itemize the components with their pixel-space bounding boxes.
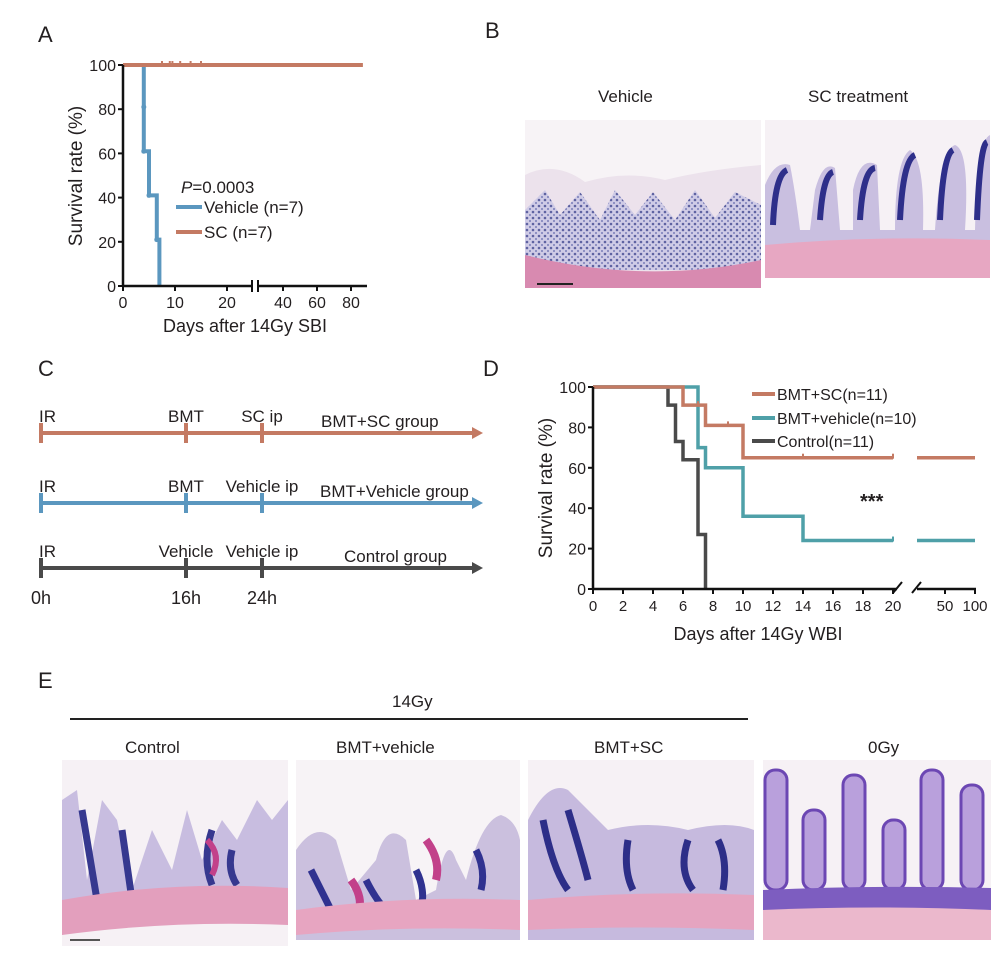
timeline-label-mid: Vehicle bbox=[159, 542, 214, 561]
bracket-label-14gy: 14Gy bbox=[392, 692, 433, 711]
timeline-label-third: SC ip bbox=[241, 407, 283, 426]
timeline-label-start: IR bbox=[39, 477, 56, 496]
arrow-head-icon bbox=[472, 427, 483, 439]
caption-e-bmt-vehicle: BMT+vehicle bbox=[336, 738, 435, 757]
chart-a-plot: 0 20 40 60 80 100 0 10 20 40 60 80 Days after 14Gy S… bbox=[66, 58, 367, 336]
x-tick-label: 14 bbox=[795, 598, 812, 615]
timeline-group-label: BMT+Vehicle group bbox=[320, 482, 469, 501]
arrow-head-icon bbox=[472, 562, 483, 574]
survival-curve-bmt-sc bbox=[593, 385, 893, 460]
significance-annotation: *** bbox=[860, 491, 884, 513]
timeline-c: IR BMT SC ip BMT+SC group IR BMT Vehicle ip BMT… bbox=[31, 407, 483, 608]
y-tick-label: 60 bbox=[568, 461, 586, 478]
panel-label-b: B bbox=[485, 18, 500, 43]
y-tick-label: 20 bbox=[568, 542, 586, 559]
timeline-time-label: 24h bbox=[247, 588, 277, 608]
caption-e-bmt-sc: BMT+SC bbox=[594, 738, 664, 757]
event-mark bbox=[146, 192, 152, 198]
micrograph-b-vehicle bbox=[525, 120, 761, 288]
x-tick-label: 8 bbox=[709, 598, 717, 615]
x-tick-label: 12 bbox=[765, 598, 782, 615]
chart-d-plot: 0 20 40 60 80 100 0 2 4 6 8 10 12 14 16 18 20 50 100 Days a… bbox=[536, 380, 988, 644]
y-tick-label: 40 bbox=[568, 501, 586, 518]
axis-break-mark bbox=[911, 581, 922, 594]
timeline-label-third: Vehicle ip bbox=[226, 477, 299, 496]
y-tick-label: 80 bbox=[98, 102, 116, 119]
event-mark bbox=[141, 104, 147, 110]
timeline-label-start: IR bbox=[39, 542, 56, 561]
micrograph-b-sc-treatment bbox=[765, 120, 990, 278]
arrow-head-icon bbox=[472, 497, 483, 509]
y-tick-label: 80 bbox=[568, 420, 586, 437]
event-mark bbox=[154, 237, 160, 243]
timeline-time-label: 16h bbox=[171, 588, 201, 608]
timeline-label-mid: BMT bbox=[168, 407, 204, 426]
y-tick-label: 20 bbox=[98, 235, 116, 252]
caption-e-control: Control bbox=[125, 738, 180, 757]
axis-break-mark bbox=[892, 581, 903, 594]
chart-d: 0 20 40 60 80 100 0 2 4 6 8 10 12 14 16 18 20 50 100 Days a… bbox=[536, 380, 988, 644]
survival-curve-control bbox=[593, 385, 708, 589]
x-tick-label: 20 bbox=[218, 295, 236, 312]
bracket-line-14gy bbox=[70, 718, 748, 720]
x-tick-label: 2 bbox=[619, 598, 627, 615]
y-tick-label: 0 bbox=[577, 582, 586, 599]
x-tick-label: 4 bbox=[649, 598, 657, 615]
event-mark bbox=[141, 148, 147, 154]
timeline-label-mid: BMT bbox=[168, 477, 204, 496]
legend-label: BMT+SC(n=11) bbox=[777, 387, 888, 404]
y-axis-label: Survival rate (%) bbox=[66, 106, 87, 246]
x-tick-label: 20 bbox=[885, 598, 902, 615]
timeline-group-label: Control group bbox=[344, 547, 447, 566]
panel-label-e: E bbox=[38, 668, 53, 693]
caption-b-vehicle: Vehicle bbox=[598, 87, 653, 106]
y-axis-label: Survival rate (%) bbox=[536, 418, 557, 558]
micrograph-e-control bbox=[62, 760, 288, 946]
x-tick-label: 60 bbox=[308, 295, 326, 312]
x-tick-label: 0 bbox=[119, 295, 128, 312]
timeline-label-third: Vehicle ip bbox=[226, 542, 299, 561]
panel-label-d: D bbox=[483, 356, 499, 381]
caption-e-0gy: 0Gy bbox=[868, 738, 900, 757]
x-tick-label: 10 bbox=[166, 295, 184, 312]
legend-label: BMT+vehicle(n=10) bbox=[777, 411, 917, 428]
x-tick-label: 40 bbox=[274, 295, 292, 312]
legend-label: SC (n=7) bbox=[204, 223, 273, 242]
panel-label-c: C bbox=[38, 356, 54, 381]
x-tick-label: 80 bbox=[342, 295, 360, 312]
timeline-time-label: 0h bbox=[31, 588, 51, 608]
panel-label-a: A bbox=[38, 22, 53, 47]
caption-b-sc-treatment: SC treatment bbox=[808, 87, 909, 106]
legend-label: Vehicle (n=7) bbox=[204, 198, 304, 217]
timeline-row: IR Vehicle Vehicle ip Control group bbox=[39, 542, 483, 578]
timeline-row: IR BMT Vehicle ip BMT+Vehicle group bbox=[39, 477, 483, 513]
timeline-label-start: IR bbox=[39, 407, 56, 426]
y-tick-label: 0 bbox=[107, 279, 116, 296]
x-tick-label: 0 bbox=[589, 598, 597, 615]
y-tick-label: 100 bbox=[559, 380, 586, 397]
x-tick-label: 10 bbox=[735, 598, 752, 615]
chart-a: 0 20 40 60 80 100 0 10 20 40 60 80 Days after 14Gy S… bbox=[66, 58, 367, 336]
p-value-annotation: P=0.0003 bbox=[181, 178, 254, 197]
micrograph-e-bmt-vehicle bbox=[296, 760, 520, 940]
survival-curve-bmt-vehicle bbox=[593, 385, 893, 543]
x-tick-label: 18 bbox=[855, 598, 872, 615]
x-tick-label: 16 bbox=[825, 598, 842, 615]
x-axis-label: Days after 14Gy WBI bbox=[673, 624, 842, 644]
legend-label: Control(n=11) bbox=[777, 434, 874, 451]
timeline-group-label: BMT+SC group bbox=[321, 412, 439, 431]
y-tick-label: 60 bbox=[98, 146, 116, 163]
micrograph-e-bmt-sc bbox=[528, 760, 754, 940]
survival-curve-vehicle bbox=[123, 63, 162, 286]
x-tick-label: 50 bbox=[937, 598, 954, 615]
x-axis-label: Days after 14Gy SBI bbox=[163, 316, 327, 336]
y-tick-label: 40 bbox=[98, 191, 116, 208]
y-tick-label: 100 bbox=[89, 58, 116, 75]
micrograph-e-0gy bbox=[763, 760, 991, 940]
x-tick-label: 100 bbox=[962, 598, 987, 615]
x-tick-label: 6 bbox=[679, 598, 687, 615]
timeline-row: IR BMT SC ip BMT+SC group bbox=[39, 407, 483, 443]
